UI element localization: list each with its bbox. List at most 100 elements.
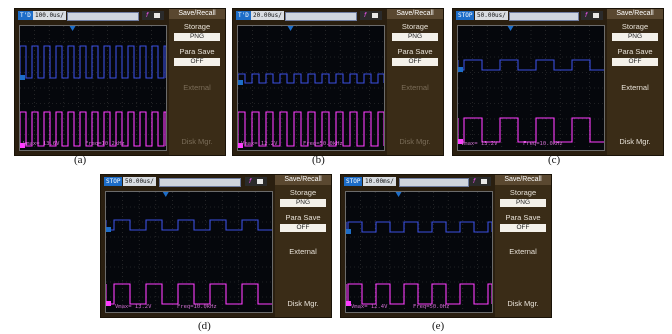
menu-item-para-save[interactable]: Para Save	[505, 213, 541, 222]
waveform-grid	[105, 191, 273, 313]
storage-value[interactable]: PNG	[500, 199, 546, 207]
menu-item-para-save[interactable]: Para Save	[397, 47, 433, 56]
waveform-grid	[457, 25, 605, 151]
trigger-edge-indicator: f	[142, 11, 164, 20]
menu-item-disk-mgr[interactable]: Disk Mgr.	[619, 137, 651, 146]
menu-item-para-save[interactable]: Para Save	[617, 47, 653, 56]
channel-1-marker[interactable]	[458, 67, 463, 72]
menu-item-external[interactable]: External	[509, 247, 537, 256]
channel-1-trace	[346, 221, 492, 233]
trigger-edge-indicator: f	[245, 177, 267, 186]
frequency-readout: Freq=10.2kHz	[85, 141, 125, 147]
timebase-readout[interactable]: 100.0us/	[33, 11, 66, 20]
trigger-position-marker[interactable]	[287, 26, 294, 31]
trigger-position-marker[interactable]	[395, 192, 402, 197]
vmax-readout: Vmax= 12.2V	[241, 141, 278, 147]
menu-item-external[interactable]: External	[183, 83, 211, 92]
para-save-value[interactable]: OFF	[612, 58, 658, 66]
waveform-display	[346, 192, 492, 312]
storage-value[interactable]: PNG	[280, 199, 326, 207]
waveform-display	[20, 26, 166, 150]
channel-2-marker[interactable]	[346, 301, 351, 306]
oscilloscope-screen: STOP 50.00us/ f Vmax= 13.2V Freq=10.0kHz…	[100, 174, 332, 318]
channel-2-trace	[458, 117, 604, 143]
storage-value[interactable]: PNG	[612, 33, 658, 41]
channel-1-marker[interactable]	[346, 229, 351, 234]
menu-title: Save/Recall	[495, 175, 551, 185]
run-mode-indicator: STOP	[344, 177, 363, 186]
timebase-readout[interactable]: 50.00us/	[123, 177, 156, 186]
save-recall-menu: Save/Recall Storage PNG Para Save OFF Ex…	[275, 175, 331, 317]
save-recall-menu: Save/Recall Storage PNG Para Save OFF Ex…	[169, 9, 225, 155]
menu-item-para-save[interactable]: Para Save	[285, 213, 321, 222]
scope-panel-b: T'D 20.00us/ f Vmax= 12.2V Freq=50.0kHz …	[232, 8, 444, 166]
scope-panel-e: STOP 10.00ms/ f Vmax= 12.4V Freq=50.0Hz …	[340, 174, 552, 332]
menu-item-disk-mgr[interactable]: Disk Mgr.	[181, 137, 213, 146]
trigger-edge-indicator: f	[581, 11, 603, 20]
top-status-bar: STOP 50.00us/ f	[453, 9, 607, 23]
menu-item-external[interactable]: External	[621, 83, 649, 92]
menu-item-disk-mgr[interactable]: Disk Mgr.	[287, 299, 319, 308]
storage-value[interactable]: PNG	[392, 33, 438, 41]
menu-item-external[interactable]: External	[401, 83, 429, 92]
trigger-edge-indicator: f	[469, 177, 491, 186]
channel-2-trace	[20, 111, 166, 147]
channel-2-trace	[106, 283, 272, 305]
waveform-display	[458, 26, 604, 150]
memory-buffer-bar	[159, 178, 241, 187]
menu-title: Save/Recall	[275, 175, 331, 185]
timebase-readout[interactable]: 10.00ms/	[363, 177, 396, 186]
channel-1-marker[interactable]	[106, 227, 111, 232]
oscilloscope-screen: T'D 20.00us/ f Vmax= 12.2V Freq=50.0kHz …	[232, 8, 444, 156]
menu-title: Save/Recall	[607, 9, 663, 19]
menu-item-storage[interactable]: Storage	[183, 22, 211, 31]
menu-item-storage[interactable]: Storage	[401, 22, 429, 31]
channel-2-marker[interactable]	[20, 143, 25, 148]
waveform-grid	[19, 25, 167, 151]
channel-1-marker[interactable]	[238, 80, 243, 85]
menu-item-storage[interactable]: Storage	[289, 188, 317, 197]
channel-2-marker[interactable]	[106, 301, 111, 306]
para-save-value[interactable]: OFF	[392, 58, 438, 66]
para-save-value[interactable]: OFF	[500, 224, 546, 232]
menu-item-para-save[interactable]: Para Save	[179, 47, 215, 56]
vmax-readout: Vmax= 13.6V	[23, 141, 60, 147]
memory-buffer-bar	[509, 12, 579, 21]
channel-1-trace	[458, 59, 604, 71]
top-status-bar: T'D 100.0us/ f	[15, 9, 169, 23]
menu-item-disk-mgr[interactable]: Disk Mgr.	[507, 299, 539, 308]
channel-1-marker[interactable]	[20, 75, 25, 80]
menu-title: Save/Recall	[169, 9, 225, 19]
save-recall-menu: Save/Recall Storage PNG Para Save OFF Ex…	[607, 9, 663, 155]
storage-value[interactable]: PNG	[174, 33, 220, 41]
timebase-readout[interactable]: 50.00us/	[475, 11, 508, 20]
oscilloscope-screen: STOP 50.00us/ f Vmax= 13.2V Freq=10.0kHz…	[452, 8, 664, 156]
trigger-position-marker[interactable]	[69, 26, 76, 31]
frequency-readout: Freq=50.0kHz	[303, 141, 343, 147]
timebase-readout[interactable]: 20.00us/	[251, 11, 284, 20]
memory-buffer-bar	[285, 12, 357, 21]
top-status-bar: T'D 20.00us/ f	[233, 9, 387, 23]
save-recall-menu: Save/Recall Storage PNG Para Save OFF Ex…	[387, 9, 443, 155]
panel-caption: (b)	[312, 154, 325, 166]
trigger-position-marker[interactable]	[507, 26, 514, 31]
channel-2-trace	[238, 111, 384, 147]
menu-item-external[interactable]: External	[289, 247, 317, 256]
channel-2-marker[interactable]	[238, 143, 243, 148]
menu-item-storage[interactable]: Storage	[621, 22, 649, 31]
menu-item-disk-mgr[interactable]: Disk Mgr.	[399, 137, 431, 146]
run-mode-indicator: STOP	[456, 11, 475, 20]
rising-edge-icon: f	[146, 12, 149, 19]
channel-2-trace	[346, 283, 492, 305]
channel-2-marker[interactable]	[458, 139, 463, 144]
panel-caption: (d)	[198, 320, 211, 332]
para-save-value[interactable]: OFF	[280, 224, 326, 232]
channel-1-trace	[20, 45, 166, 79]
channel-1-trace	[238, 73, 384, 84]
menu-item-storage[interactable]: Storage	[509, 188, 537, 197]
para-save-value[interactable]: OFF	[174, 58, 220, 66]
trigger-position-marker[interactable]	[162, 192, 169, 197]
panel-caption: (c)	[548, 154, 561, 166]
waveform-grid	[237, 25, 385, 151]
scope-panel-c: STOP 50.00us/ f Vmax= 13.2V Freq=10.0kHz…	[452, 8, 664, 166]
